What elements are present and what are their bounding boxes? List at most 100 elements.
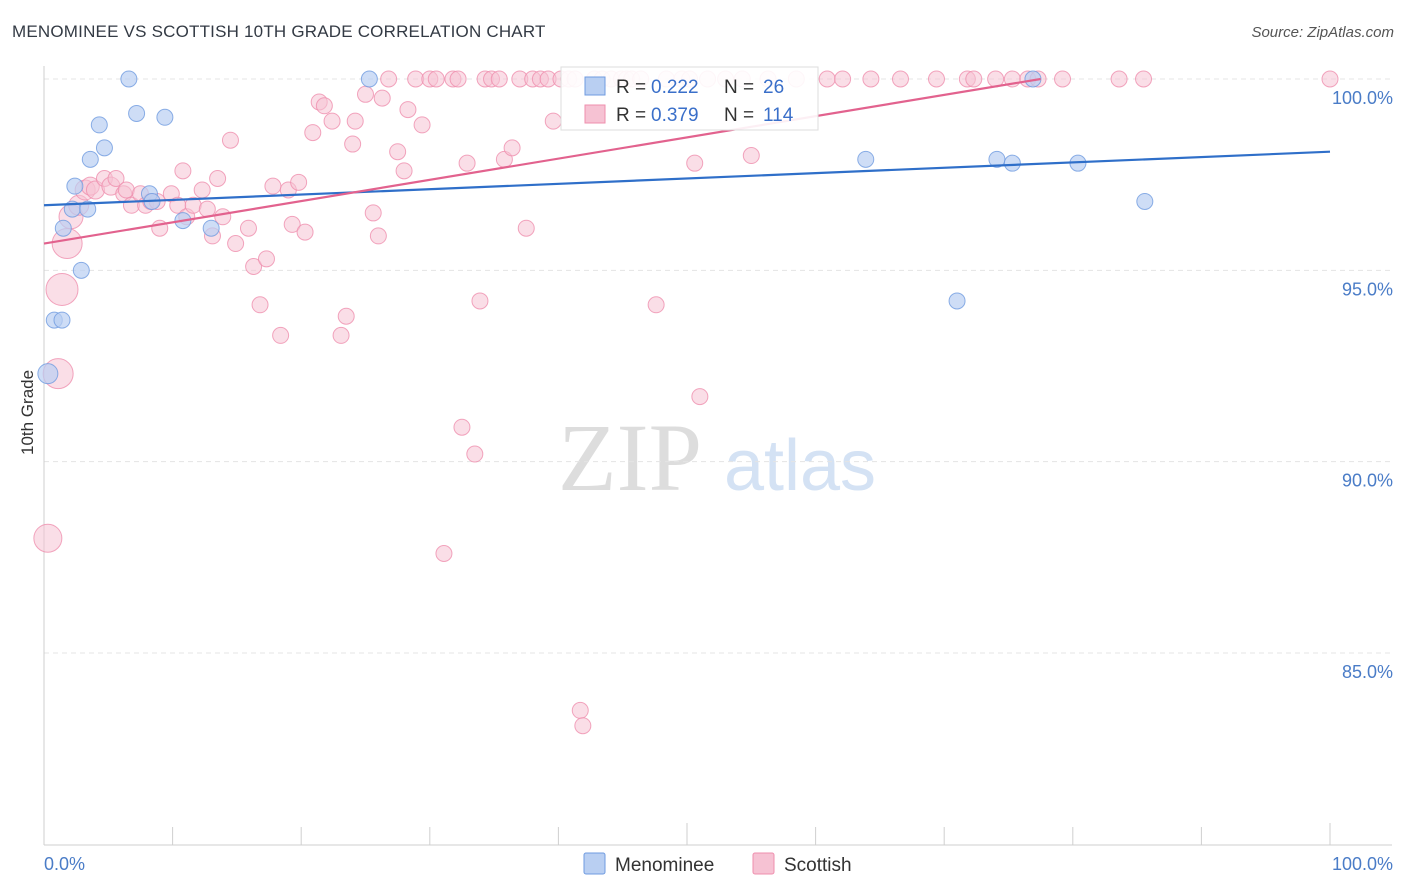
menominee-point — [81, 150, 99, 168]
scottish-point — [1135, 70, 1153, 88]
scottish-point — [389, 143, 407, 161]
bottom-legend-label-menominee: Menominee — [615, 855, 714, 876]
tick-labels: 85.0% 90.0% 95.0% 100.0% 0.0% 100.0% — [44, 88, 1393, 874]
menominee-point — [54, 219, 72, 237]
y-tick-label: 95.0% — [1342, 279, 1393, 299]
trend-lines — [43, 77, 1331, 245]
scottish-point — [466, 445, 484, 463]
legend-r-value: 0.379 — [651, 105, 699, 126]
scottish-point — [45, 272, 79, 306]
y-tick-label: 90.0% — [1342, 471, 1393, 491]
menominee-point — [948, 292, 966, 310]
scottish-point — [544, 112, 562, 130]
scottish-point — [686, 154, 704, 172]
axes — [43, 66, 1392, 846]
scottish-trend-line — [43, 77, 1041, 245]
scottish-point — [517, 219, 535, 237]
scottish-point — [357, 85, 374, 103]
scottish-point — [471, 292, 489, 310]
scottish-point — [239, 219, 257, 237]
scottish-point — [332, 326, 350, 344]
menominee-trend-line — [43, 150, 1331, 207]
legend-swatch-menominee — [584, 76, 606, 96]
scottish-point — [304, 124, 322, 142]
scottish-point — [407, 70, 425, 88]
scottish-point — [315, 97, 333, 115]
scottish-point — [742, 147, 760, 165]
menominee-point — [128, 104, 146, 122]
scottish-point — [221, 131, 239, 149]
scottish-point — [369, 227, 387, 245]
menominee-point — [95, 139, 113, 157]
menominee-point — [79, 200, 97, 218]
data-points — [33, 70, 1339, 735]
scottish-point — [891, 70, 909, 88]
scottish-point — [283, 215, 301, 233]
scottish-point — [117, 181, 135, 199]
scottish-point — [346, 112, 364, 130]
scottish-point — [373, 89, 391, 107]
scottish-point — [427, 70, 445, 88]
y-tick-label: 85.0% — [1342, 662, 1393, 682]
scottish-point — [209, 169, 227, 187]
scottish-point — [503, 139, 521, 157]
legend-n-value: 26 — [763, 77, 784, 98]
scottish-point — [571, 701, 589, 719]
scottish-point — [413, 116, 431, 134]
menominee-point — [360, 70, 378, 88]
scottish-point — [323, 112, 341, 130]
legend-r-label: R = — [616, 105, 646, 126]
scottish-point — [245, 258, 263, 276]
scottish-point — [380, 70, 398, 88]
legend-n-label: N = — [724, 77, 754, 98]
menominee-point — [1024, 70, 1042, 88]
scottish-point — [1054, 70, 1072, 88]
menominee-point — [72, 261, 90, 279]
menominee-point — [37, 363, 59, 385]
scottish-point — [927, 70, 945, 88]
menominee-point — [857, 150, 875, 168]
x-tick-label-max: 100.0% — [1332, 854, 1393, 874]
x-tick-label-min: 0.0% — [44, 854, 85, 874]
menominee-point — [120, 70, 138, 88]
bottom-legend: Menominee Scottish — [583, 852, 852, 876]
scottish-point — [435, 545, 453, 563]
source-label: Source: ZipAtlas.com — [1251, 24, 1394, 41]
scottish-point — [453, 418, 471, 436]
bottom-legend-swatch-menominee — [583, 852, 606, 875]
scottish-point — [399, 101, 417, 119]
scottish-point — [344, 135, 362, 153]
legend-n-value: 114 — [763, 105, 794, 126]
scottish-point — [364, 204, 382, 222]
scottish-point — [458, 154, 476, 172]
scottish-point — [834, 70, 852, 88]
scottish-point — [290, 173, 308, 191]
menominee-point — [66, 177, 84, 195]
watermark-atlas: atlas — [724, 426, 876, 506]
scottish-point — [33, 523, 63, 553]
legend-n-label: N = — [724, 105, 754, 126]
menominee-point — [53, 311, 71, 329]
watermark: ZIP atlas — [558, 404, 876, 511]
menominee-point — [202, 219, 220, 237]
watermark-zip: ZIP — [558, 404, 702, 511]
scottish-point — [296, 223, 314, 241]
scottish-point — [107, 169, 125, 187]
gridlines — [44, 78, 1392, 654]
scottish-point — [574, 717, 592, 735]
legend-box: R = 0.222 N = 26 R = 0.379 N = 114 — [560, 66, 819, 131]
scottish-point — [264, 177, 282, 195]
scottish-point — [490, 70, 508, 88]
scottish-point — [1110, 70, 1128, 88]
scottish-point — [227, 235, 245, 253]
scottish-point — [965, 70, 983, 88]
scottish-point — [818, 70, 836, 88]
scottish-point — [272, 326, 290, 344]
menominee-point — [1136, 192, 1154, 210]
scottish-point — [862, 70, 880, 88]
bottom-legend-swatch-scottish — [752, 852, 775, 875]
scottish-point — [647, 296, 665, 314]
legend-r-label: R = — [616, 77, 646, 98]
scottish-point — [337, 307, 355, 325]
